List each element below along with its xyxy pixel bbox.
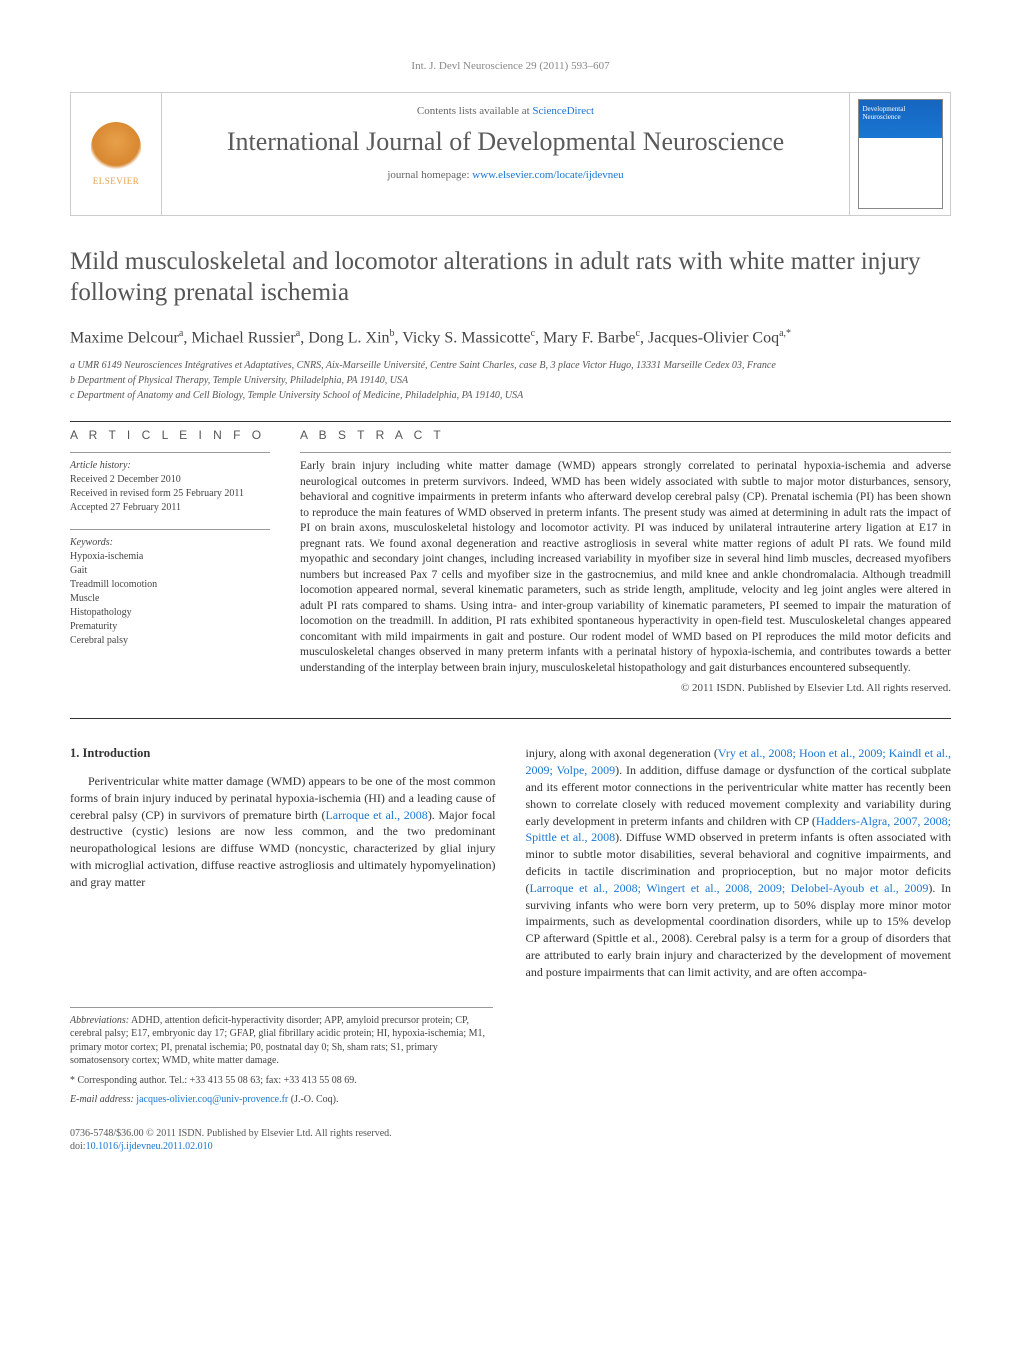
keywords-label: Keywords: bbox=[70, 536, 270, 550]
sciencedirect-line: Contents lists available at ScienceDirec… bbox=[172, 105, 839, 117]
journal-name: International Journal of Developmental N… bbox=[172, 127, 839, 157]
info-rule-1 bbox=[70, 452, 270, 453]
doi-link[interactable]: 10.1016/j.ijdevneu.2011.02.010 bbox=[86, 1141, 213, 1152]
keyword: Hypoxia-ischemia bbox=[70, 550, 270, 564]
footnotes: Abbreviations: ADHD, attention deficit-h… bbox=[70, 1007, 493, 1107]
elsevier-tree-icon bbox=[91, 122, 141, 172]
history-revised: Received in revised form 25 February 201… bbox=[70, 487, 270, 501]
email-label: E-mail address: bbox=[70, 1094, 136, 1105]
banner-center: Contents lists available at ScienceDirec… bbox=[161, 93, 850, 215]
abstract-copyright: © 2011 ISDN. Published by Elsevier Ltd. … bbox=[300, 682, 951, 694]
body-columns: 1. Introduction Periventricular white ma… bbox=[70, 745, 951, 980]
citation-link[interactable]: Vry et al., 2008; Hoon et al., 2009; Kai… bbox=[526, 746, 952, 777]
citation-link[interactable]: Spittle et al., 2008 bbox=[526, 830, 616, 844]
cover-title-text: Developmental Neuroscience bbox=[863, 106, 938, 121]
keyword: Gait bbox=[70, 564, 270, 578]
section-1-heading: 1. Introduction bbox=[70, 745, 496, 763]
elsevier-logo: ELSEVIER bbox=[81, 114, 151, 194]
journal-homepage-line: journal homepage: www.elsevier.com/locat… bbox=[172, 169, 839, 181]
running-header: Int. J. Devl Neuroscience 29 (2011) 593–… bbox=[70, 60, 951, 72]
abstract-text: Early brain injury including white matte… bbox=[300, 459, 951, 676]
corr-text: Tel.: +33 413 55 08 63; fax: +33 413 55 … bbox=[169, 1075, 357, 1086]
sciencedirect-link[interactable]: ScienceDirect bbox=[532, 105, 594, 117]
affiliation-b: b Department of Physical Therapy, Temple… bbox=[70, 374, 951, 388]
cover-thumb-area: Developmental Neuroscience bbox=[850, 93, 950, 215]
keyword: Muscle bbox=[70, 592, 270, 606]
keyword: Histopathology bbox=[70, 606, 270, 620]
doi-block: 0736-5748/$36.00 © 2011 ISDN. Published … bbox=[70, 1127, 951, 1153]
journal-homepage-link[interactable]: www.elsevier.com/locate/ijdevneu bbox=[472, 169, 623, 181]
journal-banner: ELSEVIER Contents lists available at Sci… bbox=[70, 92, 951, 216]
abbrev-text: ADHD, attention deficit-hyperactivity di… bbox=[70, 1015, 485, 1067]
keyword: Cerebral palsy bbox=[70, 634, 270, 648]
author-list: Maxime Delcoura, Michael Russiera, Dong … bbox=[70, 327, 951, 350]
keyword: Prematurity bbox=[70, 620, 270, 634]
intro-para-1: Periventricular white matter damage (WMD… bbox=[70, 773, 496, 891]
abstract-rule bbox=[300, 452, 951, 453]
journal-cover-thumbnail: Developmental Neuroscience bbox=[858, 99, 943, 209]
affiliation-a: a UMR 6149 Neurosciences Intégratives et… bbox=[70, 359, 951, 373]
homepage-prefix: journal homepage: bbox=[387, 169, 472, 181]
doi-prefix: doi: bbox=[70, 1141, 86, 1152]
email-footnote: E-mail address: jacques-olivier.coq@univ… bbox=[70, 1093, 493, 1107]
article-info-heading: A R T I C L E I N F O bbox=[70, 428, 270, 442]
affiliation-c: c Department of Anatomy and Cell Biology… bbox=[70, 389, 951, 403]
corresponding-author-footnote: * Corresponding author. Tel.: +33 413 55… bbox=[70, 1074, 493, 1088]
info-rule-2 bbox=[70, 529, 270, 530]
elsevier-logo-text: ELSEVIER bbox=[93, 176, 140, 186]
article-title: Mild musculoskeletal and locomotor alter… bbox=[70, 246, 951, 309]
doi-line: doi:10.1016/j.ijdevneu.2011.02.010 bbox=[70, 1140, 951, 1153]
citation-link[interactable]: Larroque et al., 2008; Wingert et al., 2… bbox=[530, 881, 929, 895]
history-accepted: Accepted 27 February 2011 bbox=[70, 501, 270, 515]
body-col-right: injury, along with axonal degeneration (… bbox=[526, 745, 952, 980]
info-abstract-row: A R T I C L E I N F O Article history: R… bbox=[70, 428, 951, 694]
rule-bottom bbox=[70, 718, 951, 719]
corresponding-email-link[interactable]: jacques-olivier.coq@univ-provence.fr bbox=[136, 1094, 288, 1105]
issn-copyright-line: 0736-5748/$36.00 © 2011 ISDN. Published … bbox=[70, 1127, 951, 1140]
article-info: A R T I C L E I N F O Article history: R… bbox=[70, 428, 270, 694]
abstract-heading: A B S T R A C T bbox=[300, 428, 951, 442]
publisher-logo-area: ELSEVIER bbox=[71, 93, 161, 215]
citation-link[interactable]: Hadders-Algra, 2007, 2008; bbox=[816, 814, 951, 828]
keyword: Treadmill locomotion bbox=[70, 578, 270, 592]
abbrev-label: Abbreviations: bbox=[70, 1015, 129, 1026]
abstract-column: A B S T R A C T Early brain injury inclu… bbox=[300, 428, 951, 694]
article-history: Article history: Received 2 December 201… bbox=[70, 459, 270, 515]
intro-para-2: injury, along with axonal degeneration (… bbox=[526, 745, 952, 980]
affiliations: a UMR 6149 Neurosciences Intégratives et… bbox=[70, 359, 951, 403]
keywords-block: Keywords: Hypoxia-ischemia Gait Treadmil… bbox=[70, 536, 270, 648]
body-col-left: 1. Introduction Periventricular white ma… bbox=[70, 745, 496, 980]
corr-label: * Corresponding author. bbox=[70, 1075, 169, 1086]
email-suffix: (J.-O. Coq). bbox=[288, 1094, 338, 1105]
history-received: Received 2 December 2010 bbox=[70, 473, 270, 487]
history-label: Article history: bbox=[70, 459, 270, 473]
abbreviations-footnote: Abbreviations: ADHD, attention deficit-h… bbox=[70, 1014, 493, 1068]
citation-link[interactable]: Larroque et al., 2008 bbox=[325, 808, 427, 822]
sd-prefix: Contents lists available at bbox=[417, 105, 532, 117]
rule-top bbox=[70, 421, 951, 422]
